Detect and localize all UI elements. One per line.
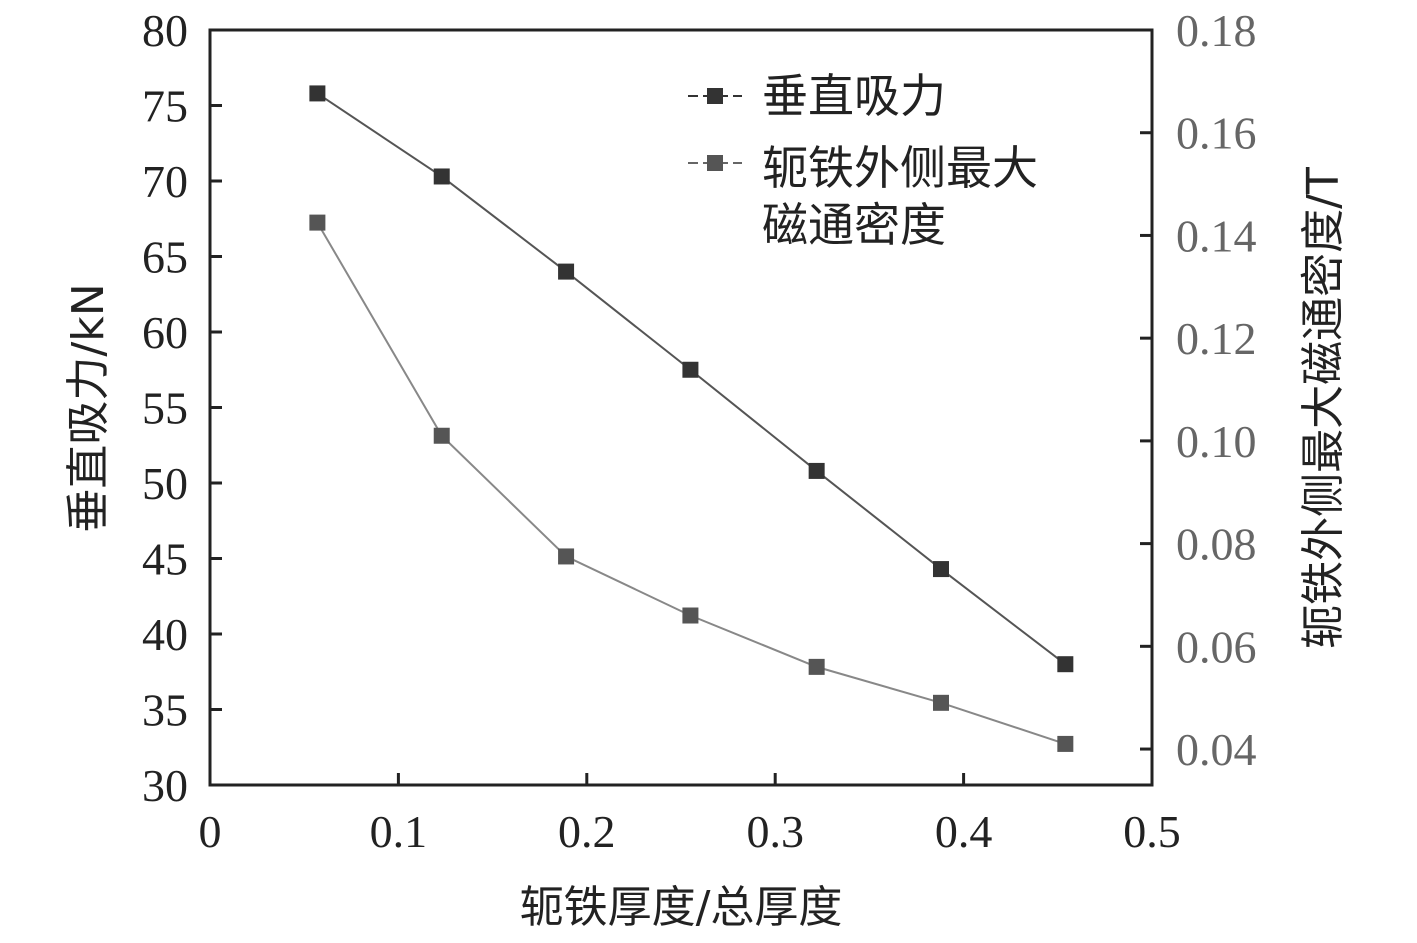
series-1-point-0 — [309, 85, 326, 102]
y-left-tick-label-5: 55 — [142, 383, 188, 434]
series-1-point-2 — [558, 263, 575, 280]
y-left-tick-label-0: 30 — [142, 760, 188, 811]
series-2-point-4 — [808, 658, 825, 675]
legend-label-series-2-line-1: 轭铁外侧最大 — [762, 141, 1038, 195]
series-2-point-0 — [309, 214, 326, 231]
series-2-line — [316, 222, 1066, 745]
series-layer — [309, 85, 1074, 752]
y-left-tick-label-3: 45 — [142, 534, 188, 585]
series-2-point-5 — [932, 694, 949, 711]
y-left-tick-label-9: 75 — [142, 81, 188, 132]
y-left-tick-label-6: 60 — [142, 307, 188, 358]
series-2-point-3 — [682, 607, 699, 624]
y-left-tick-label-7: 65 — [142, 232, 188, 283]
x-axis-title: 轭铁厚度/总厚度 — [520, 882, 843, 933]
right-y-axis-title: 轭铁外侧最大磁通密度/T — [1298, 167, 1349, 649]
series-1-point-1 — [433, 168, 450, 185]
series-1-point-4 — [808, 462, 825, 479]
legend: 垂直吸力 轭铁外侧最大 磁通密度 — [688, 69, 1038, 252]
y-right-tick-label-1: 0.06 — [1176, 621, 1257, 672]
y-right-tick-label-0: 0.04 — [1176, 724, 1257, 775]
left-y-axis-title: 垂直吸力/kN — [63, 283, 114, 532]
x-tick-label-4: 0.4 — [935, 806, 993, 857]
x-axis: 0 0.1 0.2 0.3 0.4 0.5 — [199, 773, 1181, 857]
y-left-tick-label-10: 80 — [142, 5, 188, 56]
series-1-point-5 — [932, 561, 949, 578]
y-right-tick-label-2: 0.08 — [1176, 519, 1257, 570]
y-left-tick-label-4: 50 — [142, 458, 188, 509]
y-right-tick-label-6: 0.16 — [1176, 108, 1257, 159]
y-left-tick-label-2: 40 — [142, 609, 188, 660]
y-left-tick-label-1: 35 — [142, 685, 188, 736]
right-y-axis: 0.04 0.06 0.08 0.10 0.12 0.14 0.16 0.18 — [1140, 5, 1257, 775]
x-tick-label-2: 0.2 — [558, 806, 616, 857]
y-right-tick-label-3: 0.10 — [1176, 416, 1257, 467]
legend-label-series-1: 垂直吸力 — [762, 69, 946, 123]
series-1-point-3 — [682, 361, 699, 378]
legend-marker-series-2 — [707, 155, 723, 171]
y-left-tick-label-8: 70 — [142, 156, 188, 207]
y-right-tick-label-4: 0.12 — [1176, 313, 1257, 364]
y-right-tick-label-7: 0.18 — [1176, 5, 1257, 56]
legend-label-series-2-line-2: 磁通密度 — [762, 198, 946, 252]
series-1-point-6 — [1057, 656, 1074, 673]
x-tick-label-0: 0 — [199, 806, 222, 857]
series-2-point-2 — [558, 548, 575, 565]
series-2-point-6 — [1057, 735, 1074, 752]
legend-marker-series-1 — [707, 88, 723, 104]
x-tick-label-3: 0.3 — [746, 806, 804, 857]
y-right-tick-label-5: 0.14 — [1176, 210, 1257, 261]
series-2-point-1 — [433, 427, 450, 444]
x-tick-label-1: 0.1 — [370, 806, 428, 857]
left-y-axis: 30 35 40 45 50 55 60 65 70 75 80 — [142, 5, 222, 811]
x-tick-label-5: 0.5 — [1123, 806, 1181, 857]
